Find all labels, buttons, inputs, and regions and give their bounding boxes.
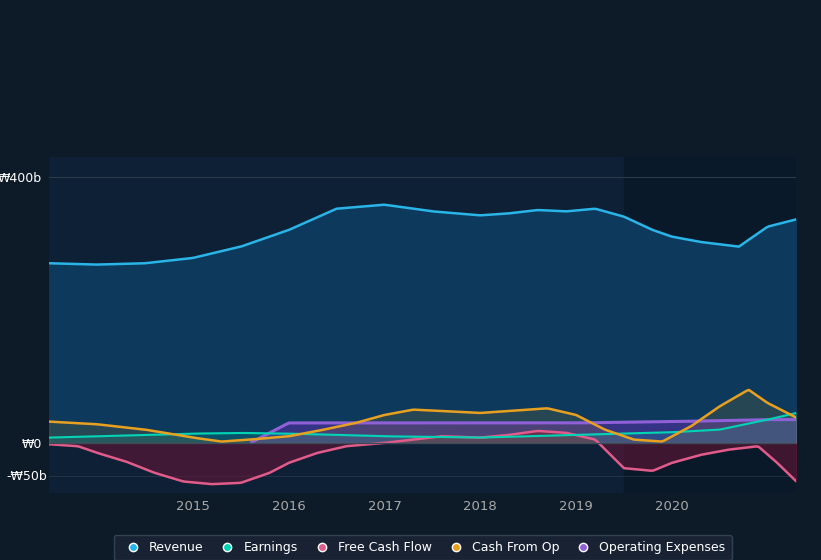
Text: -₩50b: -₩50b <box>7 470 48 483</box>
Text: ₩62.123b /yr: ₩62.123b /yr <box>629 138 708 148</box>
Text: -₩17.207b /yr: -₩17.207b /yr <box>629 92 712 102</box>
Text: Earnings: Earnings <box>470 61 516 71</box>
Text: ₩336.329b /yr: ₩336.329b /yr <box>629 37 714 47</box>
Text: Cash From Op: Cash From Op <box>470 115 544 125</box>
Bar <box>624 157 796 493</box>
Text: Free Cash Flow: Free Cash Flow <box>470 92 548 102</box>
Text: Sep 30 2020: Sep 30 2020 <box>470 17 557 30</box>
Text: Revenue: Revenue <box>470 37 516 47</box>
Text: ₩37.790b /yr: ₩37.790b /yr <box>629 115 708 125</box>
Text: ₩45.193b /yr: ₩45.193b /yr <box>629 61 708 71</box>
Legend: Revenue, Earnings, Free Cash Flow, Cash From Op, Operating Expenses: Revenue, Earnings, Free Cash Flow, Cash … <box>114 535 732 560</box>
Text: 13.4% profit margin: 13.4% profit margin <box>629 80 747 90</box>
Text: Operating Expenses: Operating Expenses <box>470 138 576 148</box>
